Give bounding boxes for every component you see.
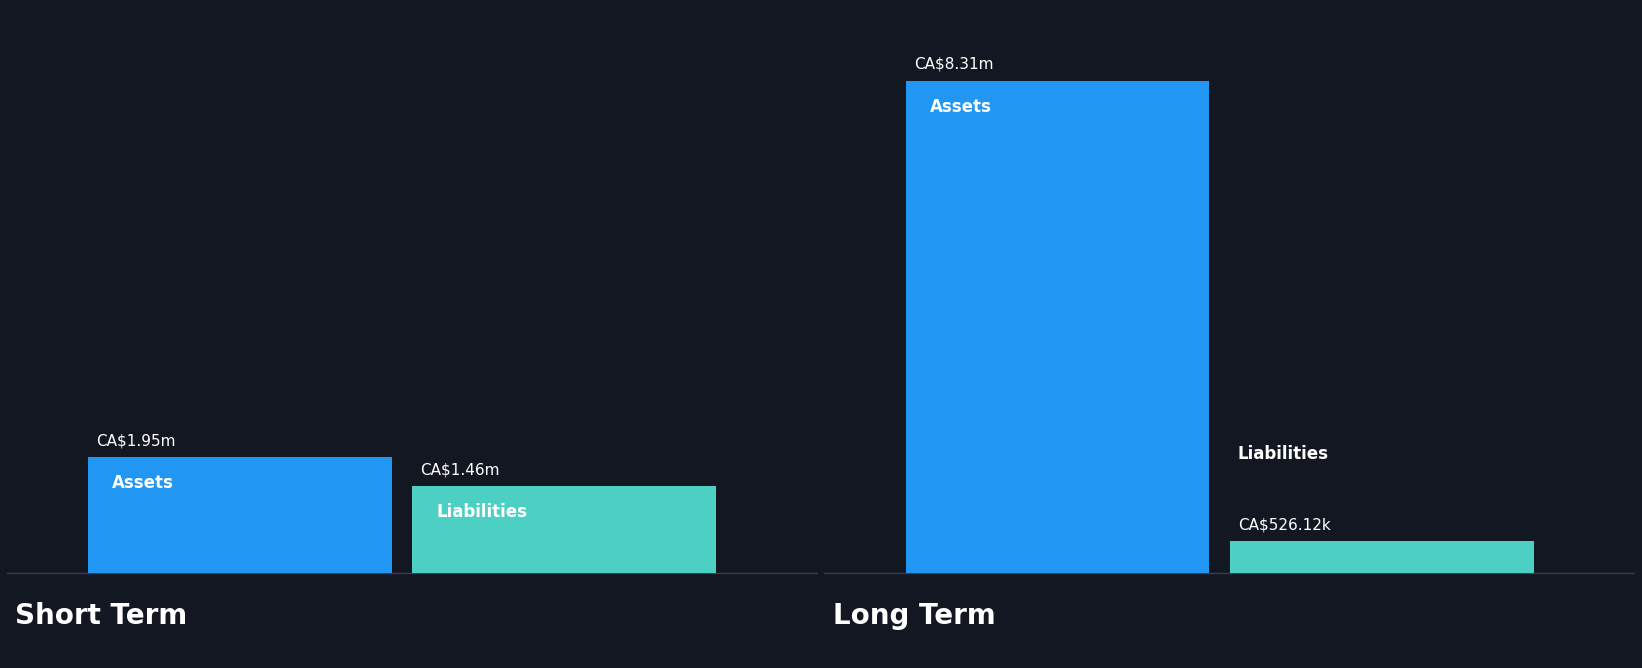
Text: Assets: Assets — [112, 474, 174, 492]
Bar — [905, 81, 1210, 572]
Bar — [412, 486, 716, 572]
Text: Liabilities: Liabilities — [1238, 445, 1328, 463]
Text: CA$1.95m: CA$1.95m — [97, 434, 176, 448]
Text: CA$8.31m: CA$8.31m — [913, 57, 993, 72]
Bar — [89, 457, 392, 572]
Text: CA$1.46m: CA$1.46m — [420, 462, 499, 477]
Bar — [1230, 541, 1534, 572]
Text: CA$526.12k: CA$526.12k — [1238, 518, 1330, 532]
Text: Short Term: Short Term — [15, 602, 187, 630]
Text: Liabilities: Liabilities — [437, 503, 527, 521]
Text: Assets: Assets — [929, 98, 992, 116]
Text: Long Term: Long Term — [832, 602, 995, 630]
